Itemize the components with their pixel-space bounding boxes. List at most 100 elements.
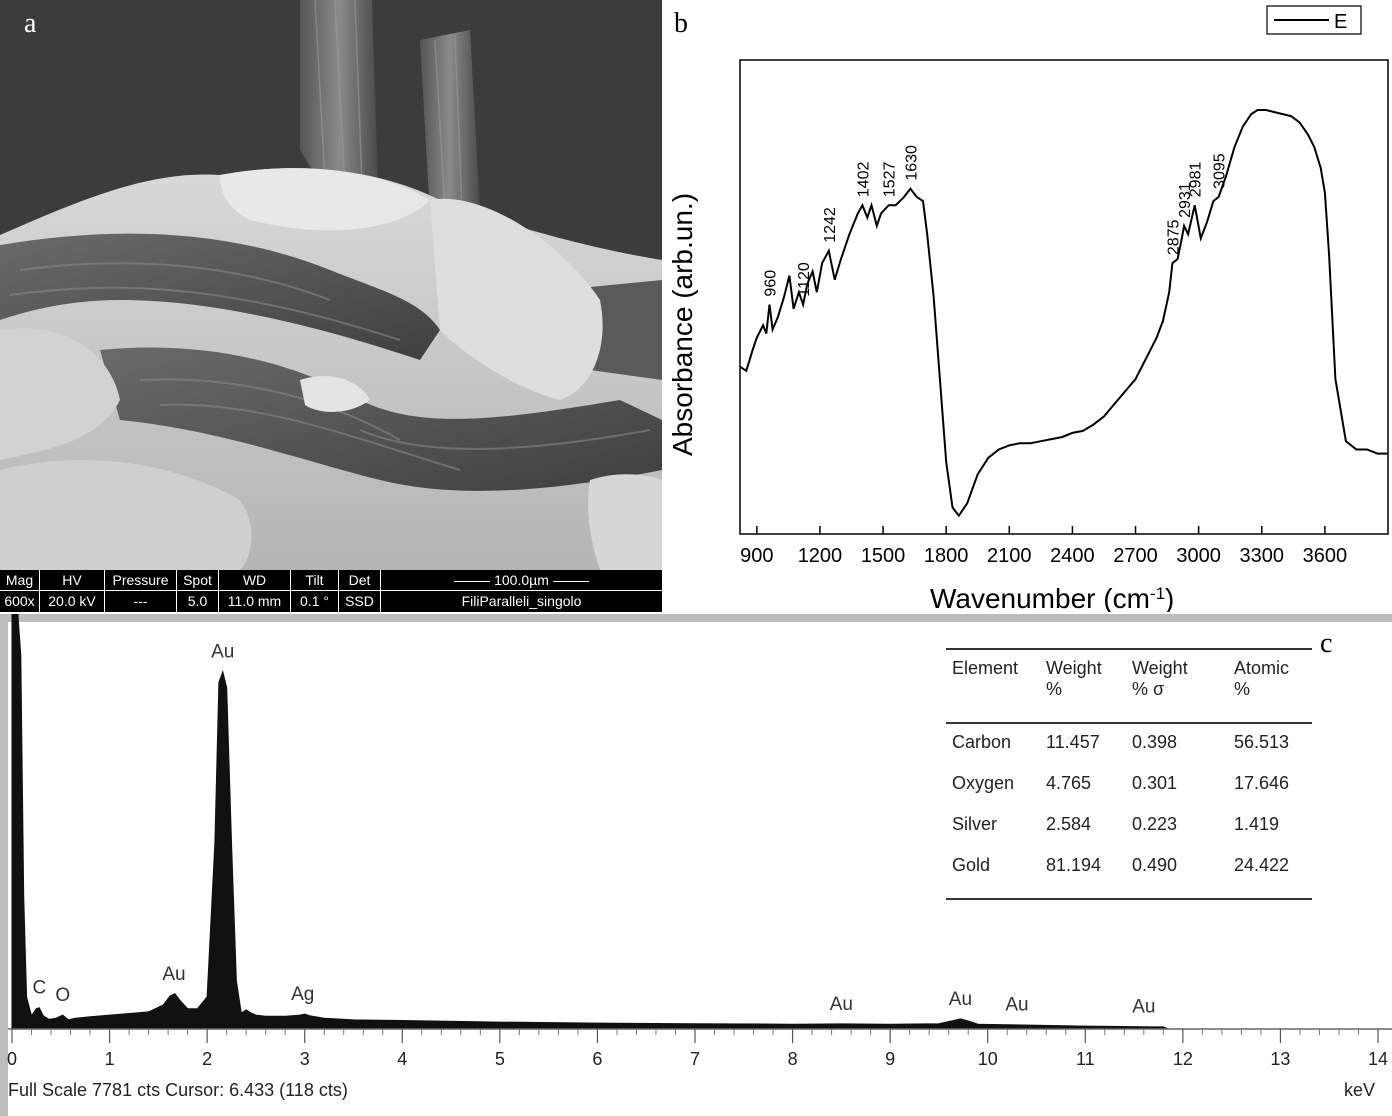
sem-header: WD	[219, 570, 290, 591]
ftir-y-label: Absorbance (arb.un.)	[667, 193, 698, 456]
eds-peak-label: Au	[211, 642, 234, 663]
sem-header: Mag	[0, 570, 39, 591]
table-cell: 24.422	[1234, 855, 1290, 875]
ftir-chart: 900 1200 1500 1800 2100 2400 2700 3000 3300 3600 …	[667, 5, 1389, 612]
eds-peak-labels: C O Au Au Ag Au Au Au Au	[32, 642, 1155, 1018]
ftir-x-tick-label: 3600	[1303, 545, 1348, 567]
ftir-x-tick-label: 1500	[861, 545, 906, 567]
eds-unit-label: keV	[1344, 1080, 1376, 1100]
sem-micrograph	[0, 0, 662, 570]
ftir-peak-label: 960	[762, 270, 779, 297]
eds-x-ticks: 0 1 2 3 4 5 6 7 8 9 10 11 12 13 14	[7, 1029, 1388, 1069]
eds-x-tick-label: 3	[300, 1049, 310, 1069]
ftir-x-tick-label: 900	[740, 545, 773, 567]
panel-letter-a: a	[24, 8, 37, 39]
table-cell: Oxygen	[952, 773, 1015, 793]
table-cell: 17.646	[1234, 773, 1290, 793]
panel-letter-b: b	[674, 8, 688, 39]
sem-cell-pressure: Pressure ---	[105, 570, 177, 612]
ftir-peak-label: 2875	[1165, 219, 1182, 255]
eds-x-tick-label: 12	[1173, 1049, 1193, 1069]
ftir-plot-frame	[739, 59, 1389, 535]
sem-cell-det: Det SSD	[339, 570, 381, 612]
eds-x-tick-label: 6	[592, 1049, 602, 1069]
ftir-x-tick-label: 2400	[1050, 545, 1095, 567]
eds-x-tick-label: 0	[7, 1049, 17, 1069]
eds-x-tick-label: 11	[1076, 1049, 1095, 1069]
table-row: Silver 2.584 0.223 1.419	[946, 806, 1312, 847]
sem-header: HV	[40, 570, 104, 591]
eds-panel: 0 1 2 3 4 5 6 7 8 9 10 11 12 13 14 C O Au Au Ag Au Au Au Au c …	[0, 614, 1392, 1116]
eds-x-tick-label: 10	[978, 1049, 998, 1069]
table-header-cell: Element	[952, 658, 1019, 678]
sem-value: 5.0	[187, 593, 208, 609]
sem-info-bar: Mag 600x HV 20.0 kV Pressure --- Spot 5.…	[0, 570, 662, 612]
sem-value: SSD	[345, 593, 374, 609]
sem-panel: a Mag 600x HV 20.0 kV Pressure --- Spot …	[0, 0, 662, 612]
eds-x-tick-label: 1	[105, 1049, 115, 1069]
table-bottom-rule	[946, 888, 1312, 900]
eds-peak-label: Au	[830, 994, 853, 1015]
sem-header: Det	[339, 570, 380, 591]
sem-cell-wd: WD 11.0 mm	[219, 570, 291, 612]
sem-cell-scale: 100.0µm FiliParalleli_singolo	[381, 570, 662, 612]
eds-peak-label: O	[55, 985, 70, 1006]
eds-peak-label: Ag	[291, 984, 314, 1005]
eds-x-tick-label: 9	[885, 1049, 895, 1069]
sem-header: Spot	[177, 570, 218, 591]
eds-spectrum-area	[11, 614, 1378, 1030]
eds-x-tick-label: 4	[397, 1049, 407, 1069]
table-cell: 1.419	[1234, 814, 1280, 834]
sem-cell-spot: Spot 5.0	[177, 570, 219, 612]
eds-peak-label: Au	[162, 964, 185, 985]
eds-x-tick-label: 5	[495, 1049, 505, 1069]
sem-value: 0.1 °	[300, 593, 329, 609]
ftir-peak-label: 3095	[1212, 153, 1229, 189]
eds-composition-table: Element Weight% Weight% σ Atomic% Carbon…	[946, 648, 1312, 900]
scale-bar-label: 100.0µm	[494, 572, 549, 588]
ftir-peak-label: 1242	[822, 207, 839, 243]
sem-header: Tilt	[291, 570, 338, 591]
table-header-cell: Atomic%	[1234, 658, 1290, 699]
ftir-peak-label: 2981	[1188, 162, 1205, 198]
table-cell: 11.457	[1046, 732, 1100, 752]
table-cell: 4.765	[1046, 773, 1092, 793]
ftir-x-tick-label: 1800	[924, 545, 969, 567]
ftir-peak-label: 1527	[882, 162, 899, 198]
table-cell: Silver	[952, 814, 998, 834]
panel-letter-c: c	[1320, 628, 1333, 659]
ftir-x-tick-label: 3300	[1240, 545, 1285, 567]
table-cell: 0.398	[1132, 732, 1178, 752]
table-row: Oxygen 4.765 0.301 17.646	[946, 765, 1312, 806]
eds-peak-label: Au	[1005, 995, 1028, 1016]
table-cell: 0.301	[1132, 773, 1178, 793]
ftir-legend: E	[1266, 5, 1362, 35]
ftir-peak-label: 1120	[796, 262, 813, 297]
ftir-x-ticks: 900 1200 1500 1800 2100 2400 2700 3000 3300 3600	[740, 526, 1347, 567]
sem-value: 20.0 kV	[48, 593, 96, 609]
ftir-panel: b 900 1200 1500 1800 2100 2400 2700 3000 3300 360…	[662, 0, 1392, 612]
table-header-cell: Weight% σ	[1132, 658, 1188, 699]
sem-cell-tilt: Tilt 0.1 °	[291, 570, 339, 612]
sem-value: 600x	[4, 593, 35, 609]
table-header-cell: Weight%	[1046, 658, 1102, 699]
ftir-peak-label: 1630	[903, 145, 920, 181]
sem-value: ---	[133, 593, 148, 609]
ftir-peak-label: 1402	[855, 162, 872, 198]
eds-x-tick-label: 14	[1368, 1049, 1388, 1069]
ftir-x-label: Wavenumber (cm-1)	[930, 583, 1174, 612]
eds-x-tick-label: 8	[788, 1049, 798, 1069]
table-cell: 0.223	[1132, 814, 1178, 834]
sample-name: FiliParalleli_singolo	[461, 593, 582, 609]
ftir-x-tick-label: 2700	[1113, 545, 1158, 567]
eds-x-tick-label: 13	[1270, 1049, 1290, 1069]
ftir-x-tick-label: 1200	[798, 545, 843, 567]
ftir-x-tick-label: 2100	[987, 545, 1032, 567]
sem-header: Pressure	[105, 570, 176, 591]
ftir-series-line	[739, 109, 1388, 518]
table-cell: Gold	[952, 855, 991, 875]
table-header: Element Weight% Weight% σ Atomic%	[946, 648, 1312, 724]
table-cell: 56.513	[1234, 732, 1290, 752]
